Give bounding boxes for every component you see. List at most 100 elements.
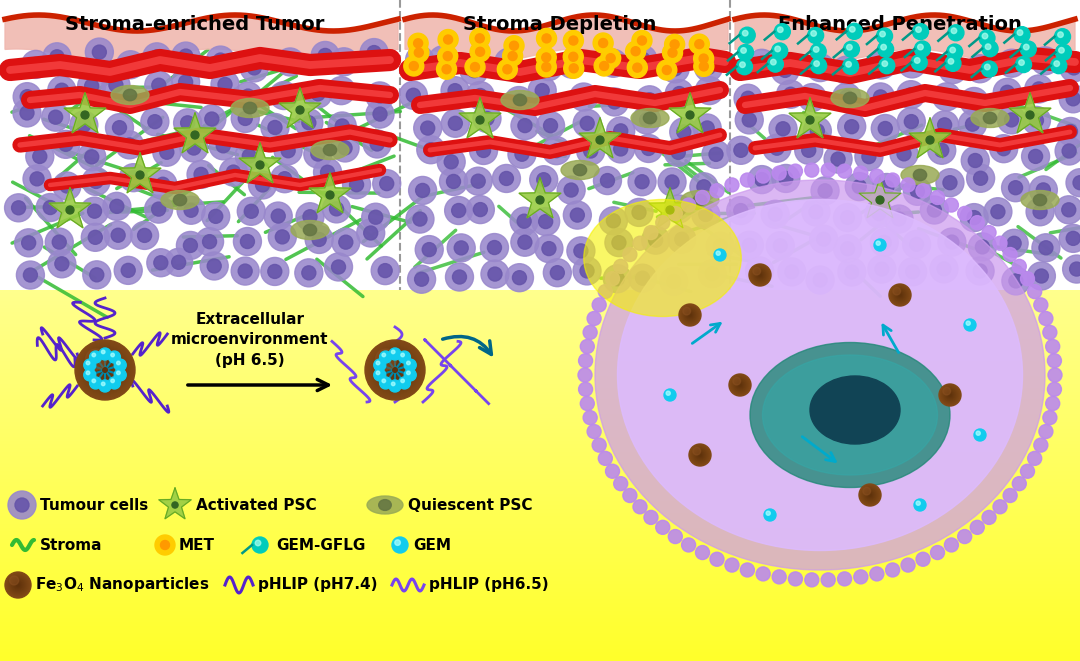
Circle shape (879, 58, 894, 73)
Circle shape (632, 30, 652, 50)
Bar (0, 488, 1080, 489)
Circle shape (564, 183, 578, 197)
Circle shape (5, 572, 31, 598)
Circle shape (729, 374, 751, 396)
Circle shape (238, 197, 266, 225)
Circle shape (807, 54, 834, 81)
Circle shape (689, 314, 691, 316)
Circle shape (850, 26, 855, 32)
Circle shape (191, 131, 199, 139)
Circle shape (692, 200, 719, 229)
Circle shape (747, 166, 775, 194)
Circle shape (370, 345, 420, 395)
Circle shape (108, 351, 120, 363)
Circle shape (502, 46, 523, 66)
Circle shape (974, 429, 986, 441)
Circle shape (55, 83, 69, 97)
Circle shape (178, 75, 192, 89)
Circle shape (573, 257, 600, 285)
Circle shape (993, 236, 1007, 251)
Bar (0, 346, 1080, 347)
Bar (0, 578, 1080, 579)
Circle shape (895, 290, 905, 300)
Bar (0, 331, 1080, 332)
Circle shape (739, 27, 755, 43)
Circle shape (967, 95, 981, 108)
Circle shape (931, 111, 959, 139)
Circle shape (893, 288, 901, 295)
Circle shape (867, 51, 895, 79)
Bar (0, 291, 1080, 292)
Circle shape (625, 41, 646, 61)
Bar (0, 461, 1080, 462)
Circle shape (806, 266, 834, 294)
Circle shape (1062, 144, 1076, 158)
Bar (0, 451, 1080, 452)
Circle shape (675, 232, 689, 247)
Bar (0, 375, 1080, 376)
Circle shape (696, 190, 710, 204)
Bar (0, 604, 1080, 605)
Circle shape (392, 537, 408, 553)
Circle shape (50, 50, 64, 64)
Circle shape (409, 61, 418, 71)
Circle shape (231, 257, 259, 285)
Circle shape (688, 313, 692, 317)
Bar (0, 584, 1080, 585)
Circle shape (940, 385, 960, 405)
Circle shape (52, 130, 80, 159)
Circle shape (338, 141, 352, 155)
Bar (0, 620, 1080, 621)
Circle shape (598, 451, 612, 465)
Circle shape (391, 350, 395, 354)
Circle shape (843, 41, 860, 58)
Circle shape (580, 340, 594, 354)
Bar (0, 449, 1080, 450)
Circle shape (625, 198, 653, 227)
Bar (0, 538, 1080, 539)
Circle shape (117, 361, 120, 365)
Circle shape (104, 369, 106, 371)
Bar (0, 532, 1080, 533)
Circle shape (939, 384, 961, 406)
Circle shape (864, 489, 876, 501)
Bar (0, 456, 1080, 457)
Circle shape (123, 58, 137, 72)
Circle shape (376, 351, 414, 389)
Circle shape (565, 57, 579, 71)
Circle shape (409, 42, 429, 63)
Circle shape (487, 241, 501, 254)
Circle shape (679, 304, 701, 326)
Bar (0, 429, 1080, 430)
Circle shape (13, 580, 23, 590)
Circle shape (391, 382, 395, 386)
Circle shape (734, 379, 746, 391)
Circle shape (265, 202, 293, 230)
Circle shape (970, 215, 984, 229)
Circle shape (973, 61, 987, 76)
Circle shape (301, 116, 315, 130)
Circle shape (391, 366, 399, 374)
Ellipse shape (573, 165, 586, 176)
Circle shape (550, 143, 564, 158)
Circle shape (95, 360, 114, 380)
Circle shape (951, 28, 957, 34)
Circle shape (579, 382, 593, 397)
Bar (0, 588, 1080, 589)
Circle shape (45, 228, 73, 256)
Bar (0, 613, 1080, 614)
Bar (0, 379, 1080, 380)
Bar (0, 317, 1080, 318)
Circle shape (768, 208, 782, 221)
Ellipse shape (631, 108, 669, 128)
Circle shape (894, 289, 906, 301)
Circle shape (535, 235, 563, 262)
Bar (0, 654, 1080, 655)
Text: Extracellular
microenvironment
(pH 6.5): Extracellular microenvironment (pH 6.5) (172, 311, 328, 368)
Ellipse shape (323, 144, 337, 156)
Circle shape (752, 267, 768, 283)
Bar (0, 546, 1080, 547)
Circle shape (241, 235, 255, 249)
Circle shape (241, 89, 255, 103)
Bar (0, 630, 1080, 631)
